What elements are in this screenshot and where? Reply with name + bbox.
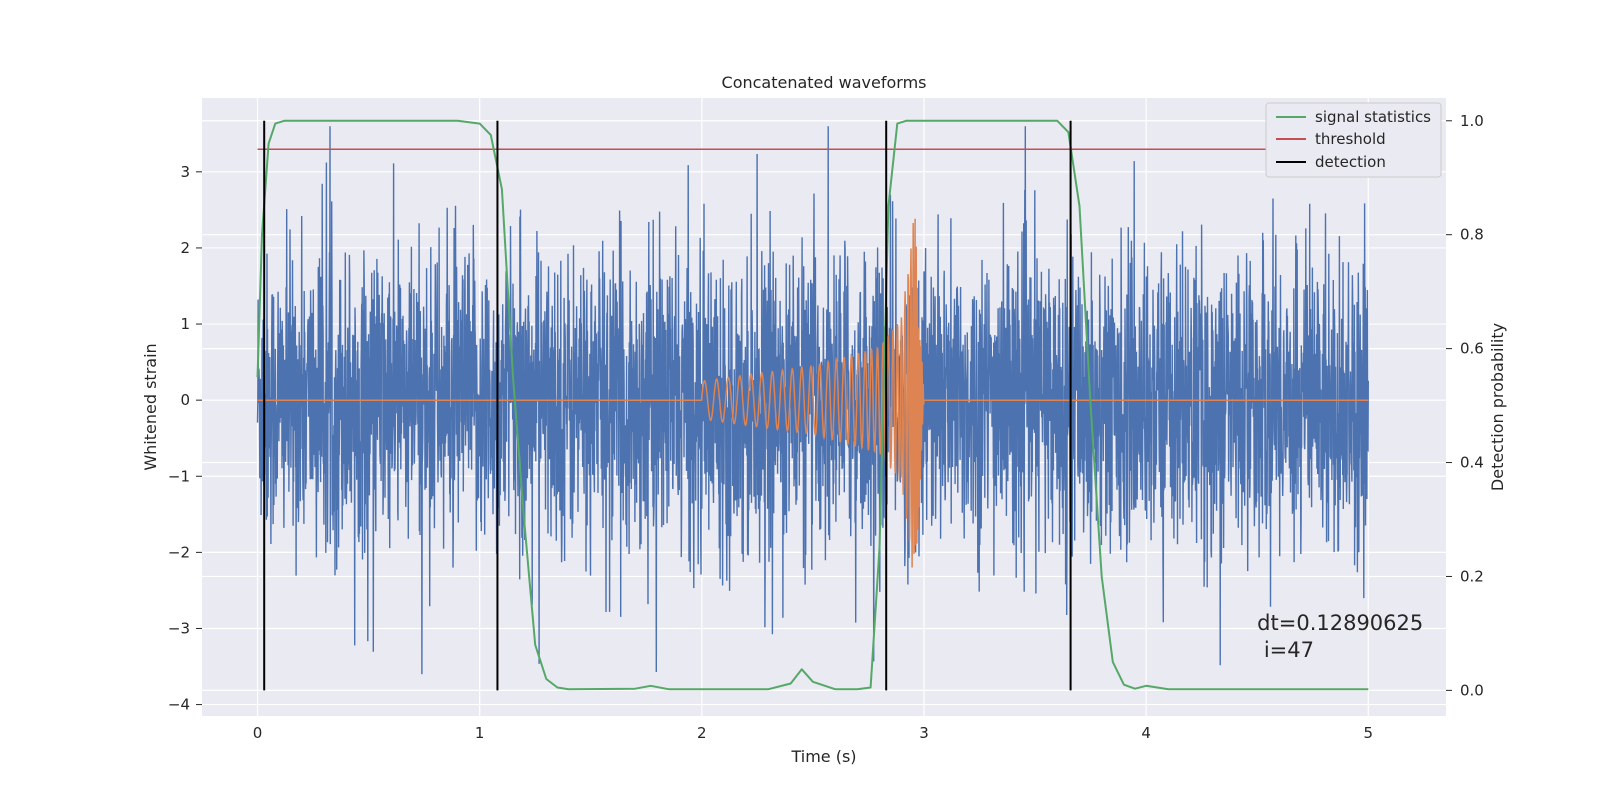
x-tick-label: 2	[697, 724, 707, 742]
y-tick-label: 1	[180, 315, 190, 333]
legend-frame	[1265, 102, 1442, 178]
legend-label-signal-statistics: signal statistics	[1315, 108, 1431, 126]
x-tick-label: 3	[919, 724, 929, 742]
annotation-dt: dt=0.12890625	[1257, 611, 1423, 635]
y-tick-label: −2	[168, 543, 190, 561]
ticks: 0 1 2 3 4 5 −4 −3 −2 −1 0 1 2 3 0.0 0.2 0.4 0.6 0.8 1.0	[168, 112, 1484, 742]
y2-tick-label: 0.4	[1460, 454, 1484, 472]
y2-tick-label: 0.2	[1460, 567, 1484, 585]
series-layer	[256, 119, 1391, 691]
series-line-chirp	[257, 218, 1369, 568]
y-tick-label: 0	[180, 391, 190, 409]
x-tick-label: 5	[1363, 724, 1373, 742]
y-tick-label: −4	[168, 696, 190, 714]
chart-title: Concatenated waveforms	[722, 73, 927, 92]
legend: signal statistics threshold detection	[1265, 102, 1442, 178]
y-tick-label: 2	[180, 239, 190, 257]
annotation-index: i=47	[1257, 638, 1314, 662]
y2-axis-label: Detection probability	[1488, 323, 1507, 491]
y-tick-label: 3	[180, 163, 190, 181]
y2-tick-label: 0.0	[1460, 681, 1484, 699]
y-tick-label: −3	[168, 619, 190, 637]
x-tick-label: 1	[475, 724, 485, 742]
legend-label-threshold: threshold	[1315, 130, 1386, 148]
x-tick-label: 4	[1141, 724, 1151, 742]
y-tick-label: −1	[168, 467, 190, 485]
y2-tick-label: 0.8	[1460, 226, 1484, 244]
x-tick-label: 0	[253, 724, 263, 742]
y-axis-label: Whitened strain	[141, 343, 160, 470]
series-line-noise	[256, 126, 1369, 675]
y2-tick-label: 1.0	[1460, 112, 1484, 130]
legend-label-detection: detection	[1315, 153, 1386, 171]
x-axis-label: Time (s)	[790, 747, 856, 766]
y2-tick-label: 0.6	[1460, 340, 1484, 358]
series-line-signal-statistics	[256, 119, 1369, 691]
